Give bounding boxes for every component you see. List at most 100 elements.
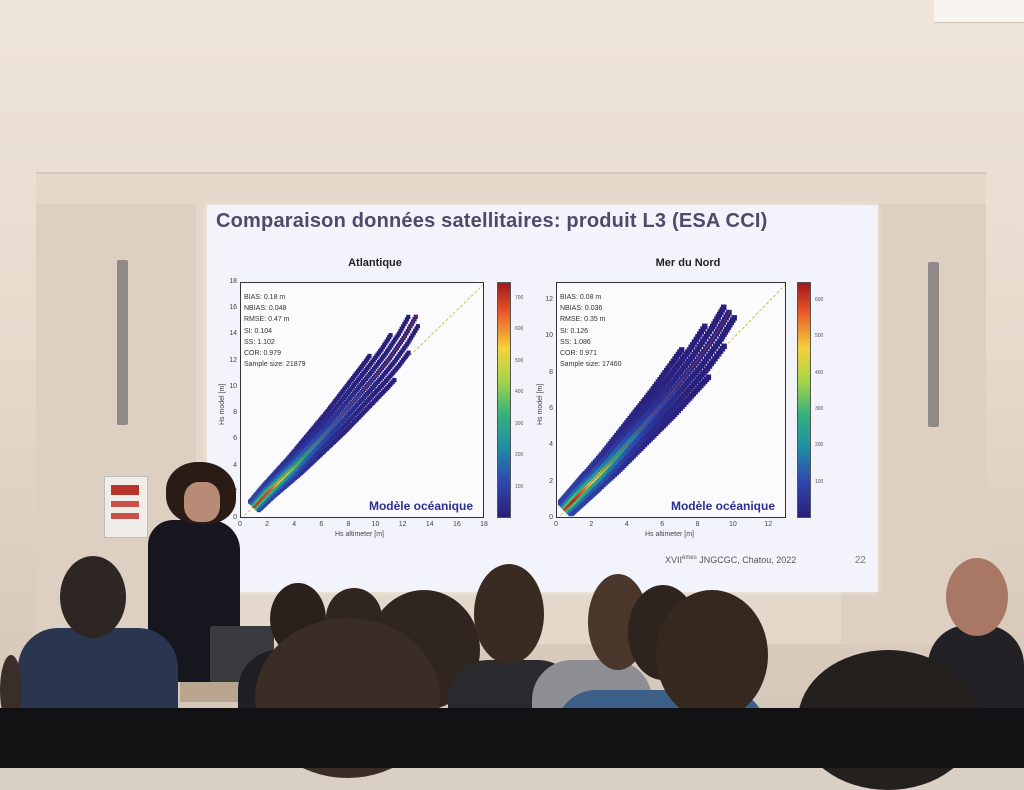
density-cell <box>385 337 391 342</box>
x-axis-label: Hs altimeter [m] <box>335 531 385 538</box>
stat-bias: BIAS: 0.08 m <box>560 294 602 301</box>
stat-si: SI: 0.104 <box>244 327 273 335</box>
colorbar-tick-label: 400 <box>515 389 524 396</box>
x-tick-label: 4 <box>624 521 629 528</box>
x-tick-label: 12 <box>398 521 407 528</box>
density-cell <box>407 338 412 343</box>
model-annotation: Modèle océanique <box>368 499 473 513</box>
audience-member-head <box>0 655 22 725</box>
y-tick-label: 16 <box>229 304 237 312</box>
stat-rmse: RMSE: 0.47 m <box>244 316 290 324</box>
y-tick-label: 4 <box>233 461 237 469</box>
y-tick-label: 12 <box>545 296 553 304</box>
density-cell <box>388 333 393 338</box>
density-cell <box>678 347 685 353</box>
density-cell <box>705 374 712 380</box>
ceiling-light <box>934 0 1024 23</box>
density-cell <box>406 314 411 319</box>
poster-red-block <box>111 485 139 495</box>
audience-member-head <box>474 564 544 664</box>
density-cell <box>702 323 708 330</box>
colorbar-tick-label: 200 <box>515 452 524 459</box>
density-plot-svg <box>242 284 483 517</box>
projected-slide: Comparaison données satellitaires: produ… <box>207 205 878 592</box>
colorbar-tick-label: 500 <box>515 357 524 364</box>
slide-footer: XVIIèmes JNGCGC, Chatou, 2022 <box>665 555 796 565</box>
stat-rmse: RMSE: 0.35 m <box>560 316 606 324</box>
stat-ss: SS: 1.102 <box>244 338 275 346</box>
y-tick-label: 2 <box>549 477 553 485</box>
density-cell <box>415 324 420 329</box>
density-cell <box>398 329 403 334</box>
y-tick-label: 10 <box>229 382 237 390</box>
statistics-box: BIAS: 0.08 m NBIAS: 0.036 RMSE: 0.35 m S… <box>560 292 621 370</box>
stat-cor: COR: 0.979 <box>244 350 281 358</box>
chart-mer-du-nord: Mer du Nord Hs model [m] BIAS: 0.08 m NB… <box>533 255 833 545</box>
footer-superscript: èmes <box>682 555 697 561</box>
density-cell <box>721 304 727 310</box>
x-tick-label: 2 <box>265 521 270 528</box>
scatter-density-plot: BIAS: 0.18 m NBIAS: 0.048 RMSE: 0.47 m S… <box>240 282 484 518</box>
y-tick-label: 6 <box>233 435 237 443</box>
stat-sample-size: Sample size: 21879 <box>244 361 306 369</box>
poster-red-stripe <box>111 513 139 519</box>
chair-row <box>0 708 1024 768</box>
x-tick-label: 6 <box>319 521 324 528</box>
stat-nbias: NBIAS: 0.048 <box>244 305 287 313</box>
poster-red-stripe <box>111 501 139 507</box>
density-cell <box>392 377 397 383</box>
density-cell <box>411 331 416 336</box>
density-cell <box>410 333 415 338</box>
density-cell <box>414 326 419 331</box>
colorbar-tick-label: 300 <box>515 420 524 427</box>
density-cell <box>406 340 411 345</box>
stat-cor: COR: 0.971 <box>560 350 597 358</box>
colorbar-tick-label: 600 <box>515 326 524 333</box>
slide-page-number: 22 <box>854 555 866 566</box>
right-wall-speaker <box>928 262 939 427</box>
wall-safety-poster <box>104 476 148 538</box>
density-plot-svg <box>557 284 785 517</box>
x-tick-label: 4 <box>292 521 297 528</box>
x-tick-label: 10 <box>729 521 737 528</box>
colorbar <box>497 282 511 518</box>
colorbar-tick-label: 100 <box>815 478 824 485</box>
stat-nbias: NBIAS: 0.036 <box>560 305 603 313</box>
colorbar-tick-label: 600 <box>815 297 824 304</box>
x-tick-label: 6 <box>660 521 665 528</box>
x-tick-label: 0 <box>238 521 242 528</box>
x-axis-label: Hs altimeter [m] <box>645 531 695 538</box>
regression-line <box>565 309 731 509</box>
audience-member-head <box>60 556 126 638</box>
regression-line <box>254 314 418 507</box>
y-tick-label: 6 <box>549 405 553 413</box>
x-tick-label: 14 <box>425 521 434 528</box>
y-tick-label: 14 <box>229 330 237 338</box>
left-wall-speaker <box>117 260 128 425</box>
x-tick-label: 8 <box>695 521 700 528</box>
x-tick-label: 2 <box>589 521 594 528</box>
y-axis-label: Hs model [m] <box>219 383 226 425</box>
presenter-face <box>184 482 220 522</box>
x-tick-label: 16 <box>452 521 461 528</box>
y-tick-label: 0 <box>549 514 553 521</box>
colorbar <box>797 282 811 518</box>
chart-title: Atlantique <box>348 257 402 269</box>
colorbar-tick-label: 200 <box>815 442 824 449</box>
density-cell <box>731 315 737 321</box>
y-tick-label: 0 <box>233 514 237 521</box>
x-tick-label: 0 <box>554 521 558 528</box>
stat-si: SI: 0.126 <box>560 327 589 335</box>
y-tick-label: 10 <box>545 332 553 340</box>
density-cell <box>399 326 404 331</box>
y-tick-label: 8 <box>233 409 237 417</box>
colorbar-tick-label: 100 <box>515 483 524 490</box>
slide-title: Comparaison données satellitaires: produ… <box>216 210 768 232</box>
density-cell <box>367 353 372 358</box>
y-tick-label: 12 <box>229 356 237 364</box>
colorbar-tick-label: 700 <box>515 294 524 301</box>
stat-bias: BIAS: 0.18 m <box>244 294 286 301</box>
y-tick-label: 8 <box>549 368 553 376</box>
x-tick-label: 18 <box>480 521 488 528</box>
y-tick-label: 18 <box>229 278 237 285</box>
